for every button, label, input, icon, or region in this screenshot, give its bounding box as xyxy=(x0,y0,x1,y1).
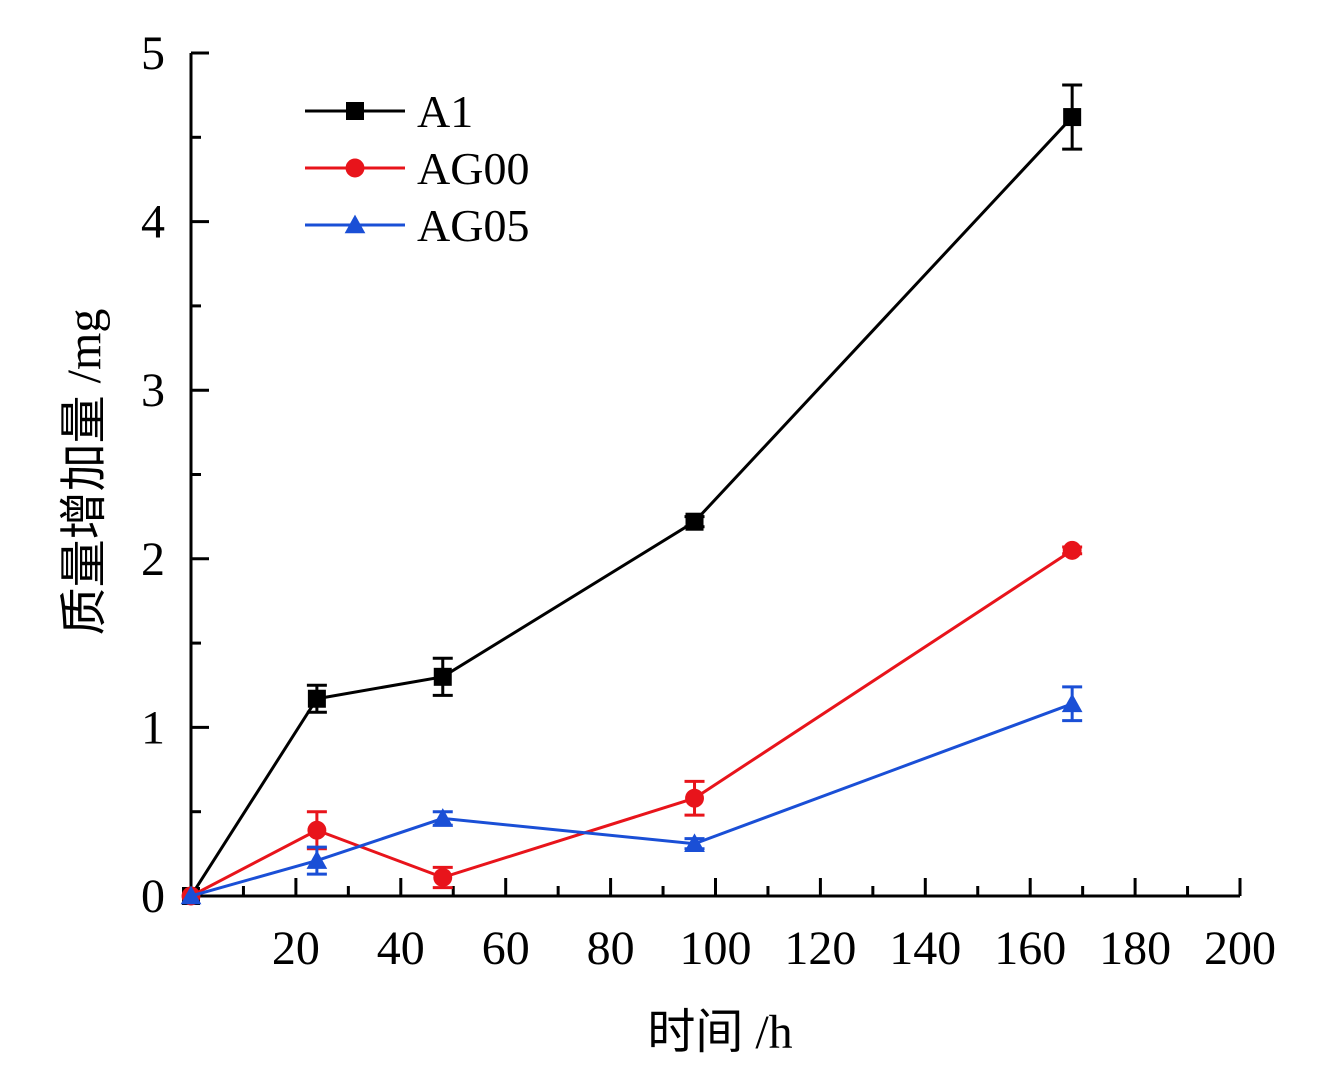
series-line xyxy=(189,116,1074,897)
x-tick-label: 120 xyxy=(784,922,856,975)
legend-marker xyxy=(344,214,366,234)
legend-entry: AG00 xyxy=(305,143,529,194)
data-point xyxy=(307,689,326,708)
x-tick-label: 160 xyxy=(994,922,1066,975)
y-tick-label: 2 xyxy=(141,533,165,586)
x-tick-label: 180 xyxy=(1099,922,1171,975)
axes: 0 1 2 3 4 5 20 40 60 80 100 120 140 160 180 200 xyxy=(141,27,1276,975)
x-tick-label: 80 xyxy=(587,922,635,975)
data-point xyxy=(1063,108,1082,127)
series-a1 xyxy=(182,83,1083,905)
data-point xyxy=(1062,540,1082,560)
y-tick-label: 5 xyxy=(141,27,165,80)
data-point xyxy=(180,885,202,905)
legend-marker xyxy=(346,102,364,120)
data-point xyxy=(433,667,452,686)
data-point xyxy=(685,512,704,531)
series-ag05 xyxy=(180,685,1083,905)
x-tick-label: 200 xyxy=(1204,922,1276,975)
legend: A1 AG00 AG05 xyxy=(305,86,529,251)
data-point xyxy=(433,868,453,887)
x-tick-label: 100 xyxy=(680,922,752,975)
legend-label: A1 xyxy=(417,86,473,137)
x-axis-title: 时间 /h xyxy=(647,1006,792,1059)
legend-entry: A1 xyxy=(305,86,473,137)
y-tick-label: 1 xyxy=(141,701,165,754)
x-tick-label: 60 xyxy=(482,922,530,975)
data-point xyxy=(306,850,328,869)
data-point xyxy=(684,833,705,853)
legend-marker xyxy=(345,158,365,178)
legend-label: AG00 xyxy=(417,143,529,194)
data-point xyxy=(307,820,327,840)
y-tick-label: 0 xyxy=(141,870,165,923)
x-tick-label: 40 xyxy=(377,922,425,975)
x-tick-label: 140 xyxy=(889,922,961,975)
data-point xyxy=(432,808,454,827)
legend-entry: AG05 xyxy=(305,200,529,251)
series-layer xyxy=(180,83,1083,906)
x-tick-label: 20 xyxy=(272,922,320,975)
series-line xyxy=(190,549,1073,898)
y-tick-label: 3 xyxy=(141,364,165,417)
y-axis-title: 质量增加量 /mg xyxy=(58,309,111,636)
data-point xyxy=(685,788,704,808)
legend-label: AG05 xyxy=(417,200,529,251)
data-point xyxy=(1061,693,1083,713)
y-tick-label: 4 xyxy=(141,196,165,249)
